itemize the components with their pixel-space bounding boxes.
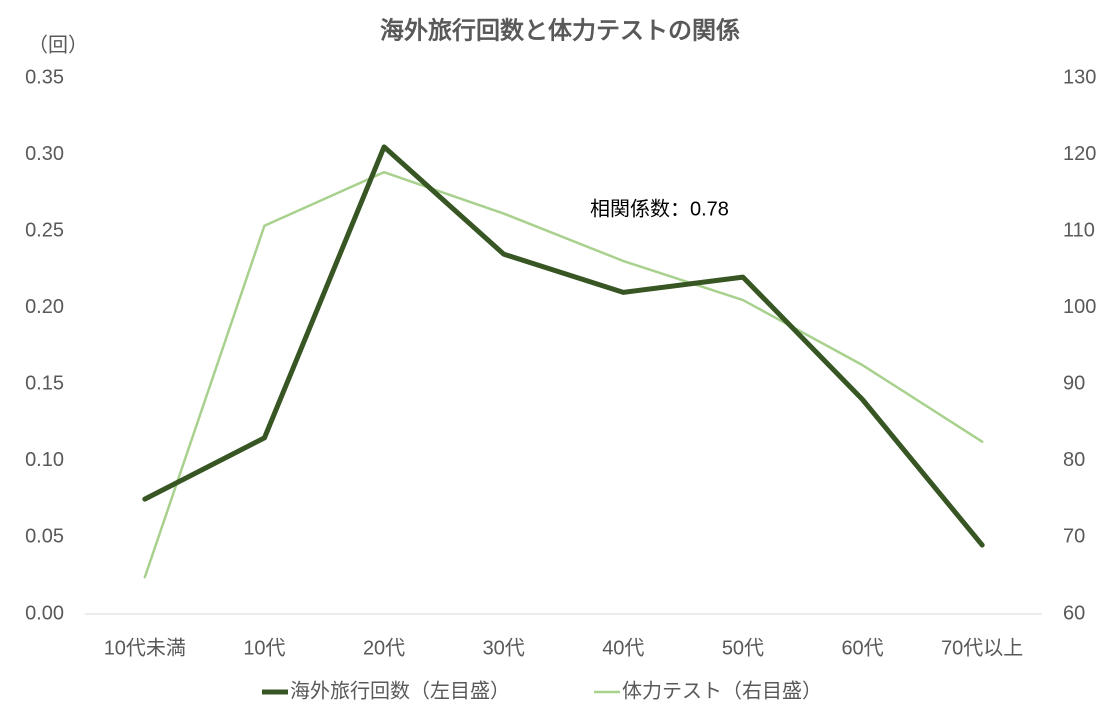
y-tick-label: 0.00 xyxy=(25,602,64,624)
y2-tick-label: 120 xyxy=(1063,143,1096,165)
x-tick-label: 70代以上 xyxy=(941,636,1023,659)
y2-tick-label: 80 xyxy=(1063,449,1085,471)
series-line xyxy=(143,170,984,579)
x-tick-label: 30代 xyxy=(483,636,525,659)
x-tick-label: 60代 xyxy=(841,636,883,659)
y-tick-label: 0.25 xyxy=(25,219,64,241)
series-line xyxy=(142,144,985,548)
x-tick-label: 10代 xyxy=(243,636,285,659)
y-tick-label: 0.05 xyxy=(25,526,64,548)
chart-title: 海外旅行回数と体力テストの関係 xyxy=(380,16,740,44)
y2-tick-label: 130 xyxy=(1063,66,1096,88)
x-tick-label: 50代 xyxy=(722,636,764,659)
y-tick-label: 0.20 xyxy=(25,296,64,318)
x-tick-label: 10代未満 xyxy=(104,636,186,659)
y-unit-label: （回） xyxy=(28,33,88,56)
annotation: 相関係数：0.78 xyxy=(590,197,729,220)
y2-tick-label: 70 xyxy=(1063,526,1085,548)
y2-tick-label: 90 xyxy=(1063,373,1085,395)
x-tick-label: 20代 xyxy=(363,636,405,659)
x-tick-label: 40代 xyxy=(602,636,644,659)
legend-label: 体力テスト（右目盛） xyxy=(622,679,822,702)
y2-tick-label: 110 xyxy=(1063,219,1095,241)
legend-label: 海外旅行回数（左目盛） xyxy=(290,679,510,702)
y2-tick-label: 60 xyxy=(1063,602,1085,624)
y-tick-label: 0.35 xyxy=(25,66,64,88)
y-tick-label: 0.15 xyxy=(25,373,64,395)
y-tick-label: 0.10 xyxy=(25,449,64,471)
y-tick-label: 0.30 xyxy=(25,143,64,165)
y2-tick-label: 100 xyxy=(1063,296,1096,318)
